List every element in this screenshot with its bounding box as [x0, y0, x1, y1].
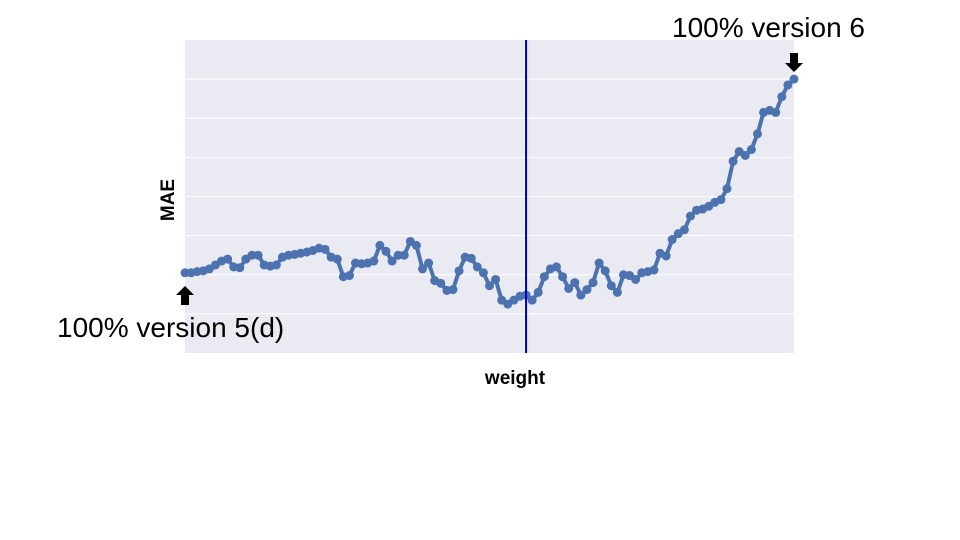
data-point — [558, 272, 568, 282]
data-point — [271, 260, 281, 270]
data-point — [235, 263, 245, 273]
data-point — [588, 278, 598, 288]
data-point — [466, 253, 476, 263]
data-point — [661, 251, 671, 261]
data-point — [649, 265, 659, 275]
data-point — [576, 290, 586, 300]
data-point — [746, 145, 756, 155]
data-point — [375, 240, 385, 250]
data-point — [424, 258, 434, 268]
series-group — [180, 74, 799, 309]
data-point — [527, 295, 537, 305]
data-point — [570, 278, 580, 288]
data-point — [485, 281, 494, 291]
data-point — [740, 150, 750, 160]
data-point — [667, 235, 677, 245]
data-point — [399, 250, 409, 260]
data-point — [612, 287, 622, 297]
data-point — [369, 256, 379, 266]
data-point — [539, 272, 549, 282]
x-axis-label: weight — [484, 368, 546, 389]
data-point — [606, 281, 616, 291]
data-point — [381, 246, 391, 256]
data-point — [478, 268, 488, 278]
data-point — [777, 92, 787, 102]
data-point — [582, 285, 592, 295]
data-point — [594, 258, 604, 268]
annotation-end: 100% version 6 — [672, 12, 866, 43]
data-point — [752, 129, 762, 139]
data-point — [685, 211, 695, 221]
data-point — [418, 264, 428, 274]
data-point — [253, 250, 263, 260]
data-point — [436, 278, 446, 288]
data-point — [728, 156, 738, 166]
data-point — [491, 274, 501, 284]
data-point — [332, 254, 342, 264]
data-point — [320, 244, 330, 254]
data-point — [472, 262, 482, 272]
data-point — [344, 271, 354, 281]
data-point — [783, 80, 793, 90]
data-point — [551, 262, 561, 272]
data-point — [722, 184, 732, 194]
arrow-up-icon — [176, 286, 194, 305]
data-point — [679, 225, 689, 235]
data-point — [223, 254, 233, 264]
y-axis-label: MAE — [158, 178, 179, 222]
data-point — [771, 107, 781, 117]
data-point — [600, 266, 610, 276]
data-point — [716, 195, 726, 205]
data-point — [631, 274, 641, 284]
data-point — [564, 283, 574, 293]
arrow-down-icon — [785, 53, 803, 72]
annotation-start: 100% version 5(d) — [57, 312, 285, 343]
gridlines — [185, 78, 794, 315]
data-point — [448, 285, 458, 295]
data-point — [387, 256, 397, 266]
data-point — [454, 266, 464, 276]
data-point — [533, 287, 543, 297]
data-point — [789, 74, 799, 84]
data-point — [411, 240, 421, 250]
